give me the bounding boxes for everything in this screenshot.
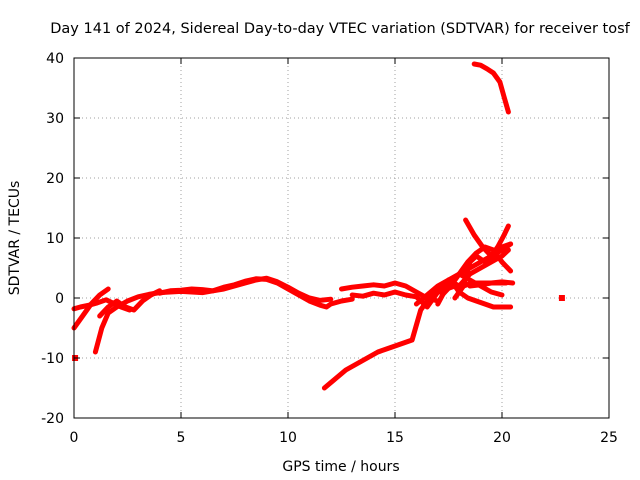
y-tick-label: 40 — [46, 51, 64, 67]
y-axis-label: SDTVAR / TECUs — [7, 181, 23, 296]
series-track-15 — [471, 61, 511, 115]
tick-labels: 0 5 10 15 20 25 -20 -10 0 10 20 30 40 — [41, 51, 618, 446]
x-tick-label: 20 — [493, 430, 511, 446]
x-tick-label: 25 — [600, 430, 618, 446]
y-tick-label: 20 — [46, 171, 64, 187]
series-track-16 — [467, 279, 516, 289]
series-track-14 — [452, 241, 514, 301]
data-series — [71, 61, 565, 391]
y-tick-label: -10 — [41, 351, 64, 367]
x-axis-label: GPS time / hours — [282, 459, 399, 475]
series-track-7 — [339, 280, 441, 304]
x-tick-label: 5 — [177, 430, 186, 446]
ticks — [73, 57, 610, 419]
series-track-5 — [157, 275, 334, 303]
y-tick-label: -20 — [41, 411, 64, 427]
x-tick-label: 15 — [386, 430, 404, 446]
series-track-2 — [71, 286, 111, 331]
series-track-12 — [435, 277, 514, 310]
x-tick-label: 10 — [279, 430, 297, 446]
grid — [74, 58, 609, 418]
y-tick-label: 30 — [46, 111, 64, 127]
chart-title: Day 141 of 2024, Sidereal Day-to-day VTE… — [50, 21, 630, 37]
x-tick-label: 0 — [70, 430, 79, 446]
series-point-b — [558, 295, 565, 301]
y-tick-label: 0 — [55, 291, 64, 307]
series-track-4 — [97, 288, 163, 319]
y-tick-label: 10 — [46, 231, 64, 247]
